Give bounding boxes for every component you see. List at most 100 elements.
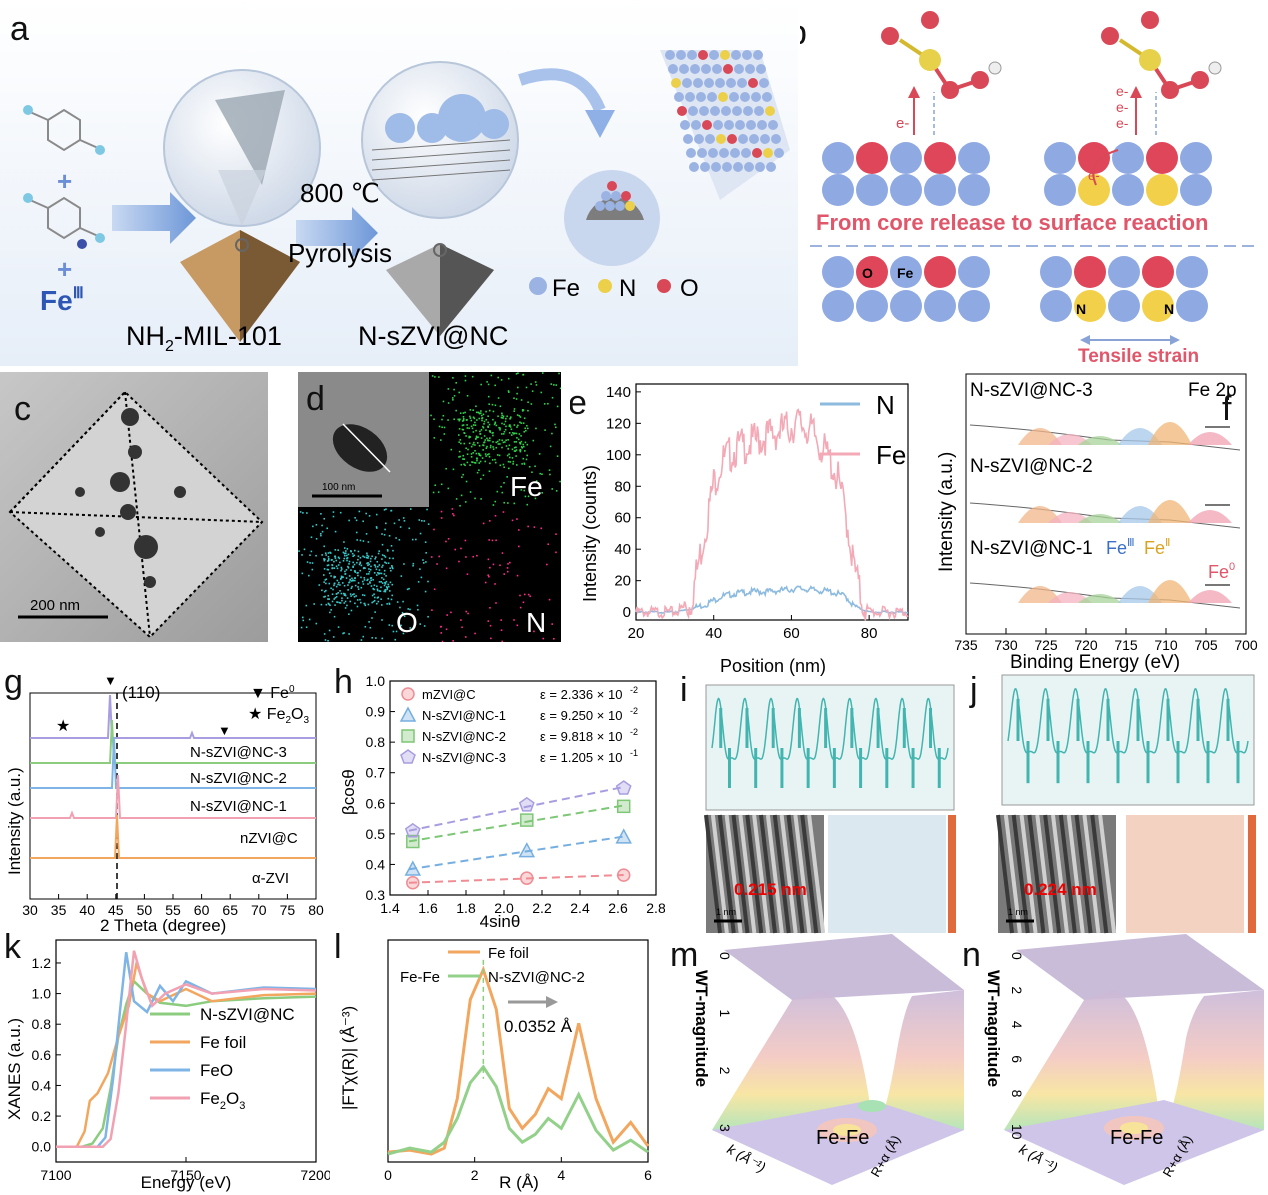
map-pixel xyxy=(508,432,511,434)
map-pixel xyxy=(484,453,487,455)
map-pixel xyxy=(555,384,558,386)
map-pixel xyxy=(335,593,338,595)
map-pixel xyxy=(519,594,521,597)
map-pixel xyxy=(501,491,504,494)
panel-n: WT-magnitude 0 2 4 6 8 10 Fe-Fe k (Å⁻¹) R+α (… xyxy=(964,930,1268,1195)
map-pixel xyxy=(470,456,473,458)
map-pixel xyxy=(337,564,340,566)
map-pixel xyxy=(501,414,503,417)
map-pixel xyxy=(376,560,379,563)
xrd-xlabel: 2 Theta (degree) xyxy=(100,916,226,935)
map-pixel xyxy=(394,638,397,641)
map-pixel xyxy=(315,554,317,557)
map-pixel xyxy=(443,433,446,435)
legend-label: N-sZVI@NC-3 xyxy=(422,750,506,765)
map-pixel xyxy=(363,594,366,597)
xrd-triangle-marker: ▼ xyxy=(218,723,231,738)
map-pixel xyxy=(458,450,461,453)
map-pixel xyxy=(350,550,352,552)
map-pixel xyxy=(308,574,310,577)
lattice-fringe xyxy=(717,814,736,934)
map-pixel xyxy=(485,455,487,457)
map-pixel xyxy=(327,594,330,597)
map-pixel xyxy=(345,550,347,552)
map-pixel xyxy=(489,607,491,609)
map-pixel xyxy=(372,579,374,581)
map-pixel xyxy=(344,552,347,554)
lattice-atom xyxy=(1078,174,1110,206)
map-pixel xyxy=(501,640,504,642)
map-pixel xyxy=(381,566,383,568)
map-pixel xyxy=(386,550,389,552)
map-pixel xyxy=(328,572,331,575)
lattice-spacing-j: 0.224 nm xyxy=(1024,880,1097,899)
map-pixel xyxy=(478,417,481,420)
map-pixel xyxy=(523,462,526,465)
map-pixel xyxy=(513,397,515,400)
map-pixel xyxy=(306,561,309,563)
map-pixel xyxy=(344,554,346,557)
map-pixel xyxy=(452,468,455,471)
map-pixel xyxy=(310,536,313,539)
map-pixel xyxy=(479,460,482,463)
map-pixel xyxy=(494,461,497,464)
map-pixel xyxy=(375,513,378,516)
map-pixel xyxy=(489,437,491,439)
map-pixel xyxy=(515,373,518,375)
map-pixel xyxy=(368,621,370,623)
map-pixel xyxy=(497,397,500,399)
lattice-atom xyxy=(822,174,854,206)
map-pixel xyxy=(519,606,522,609)
panel-label-e: e xyxy=(570,384,587,422)
map-pixel xyxy=(445,567,448,570)
map-pixel xyxy=(501,446,503,449)
map-pixel xyxy=(312,525,314,528)
map-pixel xyxy=(480,414,483,417)
map-pixel xyxy=(424,541,427,543)
map-pixel xyxy=(320,513,322,515)
map-pixel xyxy=(438,425,441,428)
panel-a-schematic: + + xyxy=(23,50,790,355)
legend-label: Fe foil xyxy=(488,945,529,962)
map-pixel xyxy=(327,568,330,571)
y-axis-label: |FTχ(R)| (Å⁻³) xyxy=(339,1006,358,1110)
map-pixel xyxy=(347,566,350,569)
map-pixel xyxy=(515,398,518,400)
map-pixel xyxy=(408,587,410,590)
map-pixel xyxy=(559,387,561,390)
map-pixel xyxy=(344,593,346,595)
lattice-atom xyxy=(742,50,752,60)
map-pixel xyxy=(336,601,338,603)
map-pixel xyxy=(343,557,346,560)
map-pixel xyxy=(330,559,333,561)
lattice-atom xyxy=(676,50,686,60)
data-point xyxy=(404,822,421,838)
legend-o-label: O xyxy=(680,275,699,302)
map-pixel xyxy=(470,445,473,448)
map-pixel xyxy=(450,611,452,614)
williamson-hall-chart: 1.4 1.6 1.8 2.0 2.2 2.4 2.6 2.8 0.3 0.4 0.5 0.6 0.7 0… xyxy=(339,673,665,931)
map-pixel xyxy=(474,424,477,426)
map-pixel xyxy=(357,582,360,584)
map-pixel xyxy=(359,569,362,572)
map-pixel xyxy=(485,410,487,413)
lattice-atom xyxy=(774,148,784,158)
map-pixel xyxy=(400,624,403,627)
map-pixel xyxy=(325,582,327,585)
map-pixel xyxy=(334,549,337,551)
map-pixel xyxy=(489,462,491,465)
lattice-atom xyxy=(766,162,776,172)
x-tick-label: 7100 xyxy=(40,1167,71,1183)
map-pixel xyxy=(350,569,352,571)
map-pixel xyxy=(349,578,352,581)
tem-image-c: 200 nm xyxy=(8,390,264,639)
map-pixel xyxy=(344,573,347,575)
map-pixel xyxy=(472,443,474,446)
map-pixel xyxy=(386,549,389,551)
map-pixel xyxy=(311,568,314,571)
map-pixel xyxy=(491,403,494,406)
map-pixel xyxy=(323,558,325,560)
map-pixel xyxy=(464,379,467,382)
map-pixel xyxy=(427,615,429,618)
map-pixel xyxy=(483,435,486,437)
